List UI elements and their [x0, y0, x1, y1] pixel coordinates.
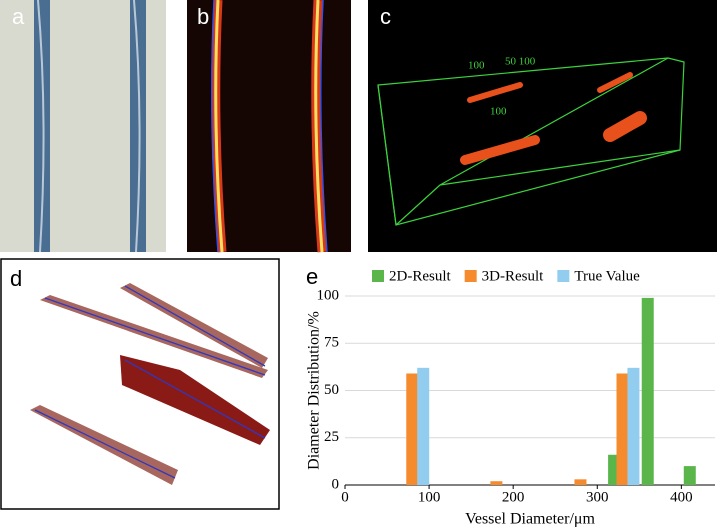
- axis-label-3d: 50 100: [505, 56, 536, 68]
- chart: 0 25 50 75 100 0 100 200 300 400 Vessel Diameter/μ…: [306, 268, 715, 528]
- y-tick-label: 50: [324, 382, 339, 398]
- x-tick-label: 300: [586, 489, 609, 505]
- panel-label: e: [306, 264, 318, 289]
- bar: [574, 479, 587, 485]
- legend-label: True Value: [574, 268, 640, 284]
- x-axis-label: Vessel Diameter/μm: [465, 511, 595, 528]
- axis-label-3d: 100: [490, 106, 507, 118]
- legend-label: 2D-Result: [389, 268, 451, 284]
- bar: [641, 297, 654, 485]
- legend-swatch: [464, 270, 477, 282]
- bar: [417, 367, 430, 485]
- x-tick-label: 200: [502, 489, 525, 505]
- panel-b-image: [187, 0, 351, 253]
- x-tick-label: 400: [670, 489, 693, 505]
- axis-label-3d: 100: [468, 60, 485, 72]
- bar: [627, 367, 640, 485]
- y-tick-label: 0: [332, 476, 340, 492]
- bar: [616, 373, 629, 485]
- bar: [683, 466, 696, 485]
- legend-swatch: [557, 270, 570, 282]
- panel-label: d: [10, 266, 22, 291]
- x-tick-label: 0: [341, 489, 349, 505]
- panel-label: a: [12, 4, 25, 29]
- legend-swatch: [372, 270, 384, 282]
- y-tick-label: 100: [317, 287, 340, 303]
- panel-c-image: [368, 0, 717, 252]
- x-tick-label: 100: [418, 489, 441, 505]
- y-axis-label: Diameter Distribution/%: [306, 311, 323, 470]
- panel-label: b: [197, 4, 209, 29]
- legend-label: 3D-Result: [482, 268, 544, 284]
- panel-a-image: [0, 0, 166, 253]
- panel-d-image: [0, 258, 280, 510]
- y-tick-label: 25: [324, 429, 339, 445]
- panel-label: c: [380, 4, 391, 29]
- y-tick-label: 75: [324, 335, 339, 351]
- bar: [490, 481, 503, 485]
- bar: [406, 373, 419, 485]
